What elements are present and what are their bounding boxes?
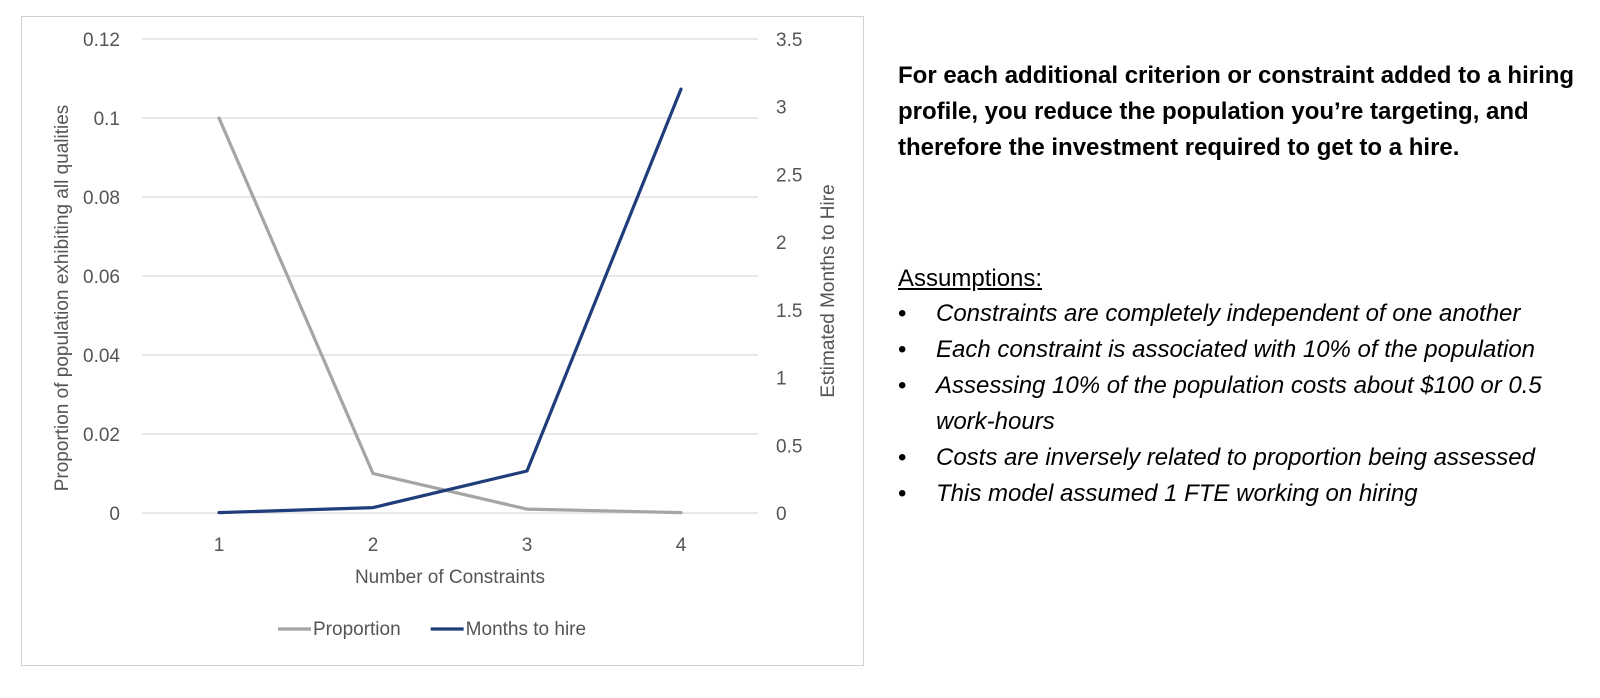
legend-label: Proportion bbox=[313, 619, 401, 640]
left-tick-label: 0 bbox=[109, 504, 120, 525]
left-tick-label: 0.12 bbox=[83, 30, 120, 51]
assumption-text: Constraints are completely independent o… bbox=[936, 300, 1521, 327]
assumptions-title: Assumptions: bbox=[898, 265, 1043, 292]
right-tick-label: 2.5 bbox=[776, 165, 802, 186]
headline: For each additional criterion or constra… bbox=[898, 62, 1575, 161]
side-panel: For each additional criterion or constra… bbox=[898, 58, 1578, 512]
assumption-text: Assessing 10% of the population costs ab… bbox=[936, 372, 1542, 435]
assumption-text: This model assumed 1 FTE working on hiri… bbox=[936, 480, 1418, 507]
x-tick-label: 2 bbox=[368, 535, 379, 556]
left-tick-label: 0.04 bbox=[83, 346, 120, 367]
x-tick-label: 4 bbox=[676, 535, 687, 556]
right-tick-label: 1.5 bbox=[776, 301, 802, 322]
left-tick-label: 0.02 bbox=[83, 425, 120, 446]
assumption-text: Costs are inversely related to proportio… bbox=[936, 444, 1535, 471]
bullet-icon: • bbox=[898, 444, 907, 471]
legend-label: Months to hire bbox=[466, 619, 586, 640]
y2-axis-title: Estimated Months to Hire bbox=[818, 184, 839, 397]
x-tick-label: 1 bbox=[214, 535, 225, 556]
right-tick-label: 3 bbox=[776, 98, 787, 119]
right-tick-label: 1 bbox=[776, 369, 787, 390]
assumption-text: Each constraint is associated with 10% o… bbox=[936, 336, 1536, 363]
left-tick-label: 0.08 bbox=[83, 188, 120, 209]
bullet-icon: • bbox=[898, 336, 907, 363]
bullet-icon: • bbox=[898, 300, 907, 327]
left-tick-label: 0.1 bbox=[94, 109, 120, 130]
bullet-icon: • bbox=[898, 480, 907, 507]
assumptions-list: • Constraints are completely independent … bbox=[898, 296, 1578, 512]
line-chart: 0 0.02 0.04 0.06 0.08 0.1 0.12 0 0.5 1 1.5 2 2.5 3 3.5… bbox=[52, 30, 839, 640]
chart-frame: 0 0.02 0.04 0.06 0.08 0.1 0.12 0 0.5 1 1.5 2 2.5 3 3.5… bbox=[21, 16, 864, 666]
right-tick-label: 3.5 bbox=[776, 30, 802, 51]
series-line-months-to-hire bbox=[217, 87, 683, 515]
series-line-proportion bbox=[217, 116, 683, 515]
assumption-item: • This model assumed 1 FTE working on hir… bbox=[898, 476, 1578, 512]
assumption-item: • Constraints are completely independent … bbox=[898, 296, 1578, 332]
x-tick-label: 3 bbox=[522, 535, 533, 556]
right-tick-label: 0 bbox=[776, 504, 787, 525]
right-tick-label: 2 bbox=[776, 233, 787, 254]
bullet-icon: • bbox=[898, 372, 907, 399]
y-axis-title: Proportion of population exhibiting all … bbox=[52, 105, 73, 492]
assumption-item: • Costs are inversely related to proporti… bbox=[898, 440, 1578, 476]
assumption-item: • Each constraint is associated with 10% … bbox=[898, 332, 1578, 368]
right-tick-label: 0.5 bbox=[776, 436, 802, 457]
x-axis-title: Number of Constraints bbox=[355, 567, 545, 588]
left-tick-label: 0.06 bbox=[83, 267, 120, 288]
assumption-item: • Assessing 10% of the population costs a… bbox=[898, 368, 1578, 440]
